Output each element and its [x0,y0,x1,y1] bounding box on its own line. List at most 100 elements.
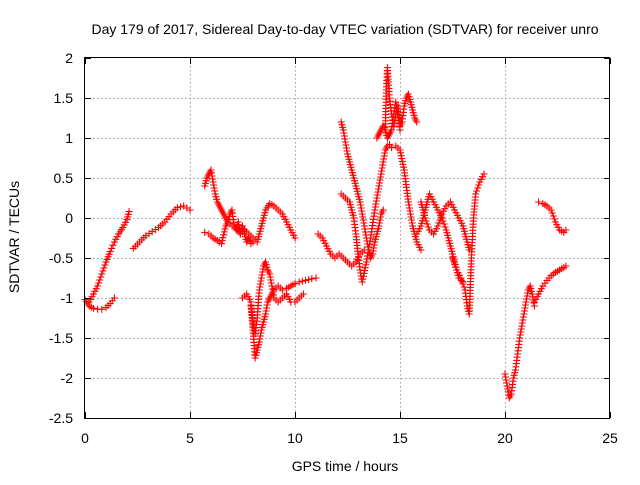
data-point [562,226,570,234]
series-seg01 [81,294,118,313]
data-point [220,228,228,236]
series-seg17 [530,262,570,306]
data-point [278,286,286,294]
data-point [452,263,460,271]
y-tick-label: 2 [65,50,73,66]
series-seg08 [314,230,368,270]
data-point [89,304,97,312]
y-tick-label: -0.5 [49,250,73,266]
chart-title: Day 179 of 2017, Sidereal Day-to-day VTE… [91,21,598,37]
data-point [173,204,181,212]
data-point [459,280,467,288]
y-tick-label: 1.5 [54,90,74,106]
data-point [95,279,103,287]
data-point [218,237,226,245]
data-point [228,222,236,230]
data-point [302,276,309,284]
data-point [96,276,104,284]
grid-lines [85,58,610,418]
data-point [421,214,429,222]
data-point [435,219,443,227]
series-seg15 [449,170,488,318]
data-point [436,216,444,224]
data-point [220,231,228,239]
x-tick-label: 15 [392,430,408,446]
data-point [473,187,481,195]
series-seg16 [501,282,538,402]
data-point [201,228,209,236]
data-point [177,203,185,211]
data-markers [81,64,570,402]
data-point [549,212,557,220]
data-point [457,274,465,282]
y-axis-label: SDTVAR / TECUs [6,181,22,293]
data-point [100,264,108,272]
series-seg07 [247,258,307,338]
series-seg02 [85,208,133,306]
data-point [186,206,194,214]
data-point [434,222,442,230]
data-point [441,223,449,231]
data-point [437,213,445,221]
x-tick-label: 25 [602,430,618,446]
series-seg06 [239,274,320,362]
data-point [460,283,468,291]
data-point [298,277,306,285]
data-point [547,206,555,214]
series-seg05 [201,200,299,248]
data-point [423,220,431,228]
data-point [110,294,118,302]
x-axis-label: GPS time / hours [292,458,399,474]
data-point [472,190,480,198]
data-point [562,262,570,270]
data-point [312,274,320,282]
y-tick-label: 0.5 [54,170,74,186]
data-point [480,170,488,178]
y-tick-label: 0 [65,210,73,226]
data-point [388,144,396,152]
y-tick-label: -2.5 [49,410,73,426]
data-point [308,275,316,283]
plot-frame [84,57,610,419]
data-point [440,220,448,228]
data-point [291,280,299,288]
data-point [379,206,387,214]
data-point [396,126,404,134]
data-point [99,267,107,275]
x-tick-label: 10 [287,430,303,446]
series-seg18 [535,198,570,236]
data-point [106,248,114,256]
tick-labels: 0 5 10 15 20 25 -2.5 -2 -1.5 -1 -0.5 0 0.5 1 1.5 2 [49,50,618,446]
data-point [535,198,543,206]
data-point [417,246,425,254]
series-seg14 [417,198,473,254]
data-point [98,305,106,313]
data-point [291,234,299,242]
data-point [101,261,109,269]
series-seg03 [129,202,194,252]
y-tick-label: -2 [61,370,74,386]
data-point [125,208,133,216]
data-point [475,181,483,189]
data-point [450,257,458,265]
data-point [424,223,432,231]
data-point [109,241,117,249]
x-tick-label: 5 [186,430,194,446]
data-point [219,234,227,242]
data-point [449,254,456,262]
data-point [422,217,430,225]
series-seg09 [337,118,387,262]
x-tick-label: 0 [81,430,89,446]
y-tick-label: -1.5 [49,330,73,346]
series-seg04 [201,166,257,248]
data-point [550,215,558,223]
y-tick-label: 1 [65,130,73,146]
data-point [221,225,229,233]
data-point [458,277,466,285]
y-tick-label: -1 [61,290,74,306]
data-point [94,282,102,290]
series-seg10 [337,140,425,286]
data-point [413,118,421,126]
